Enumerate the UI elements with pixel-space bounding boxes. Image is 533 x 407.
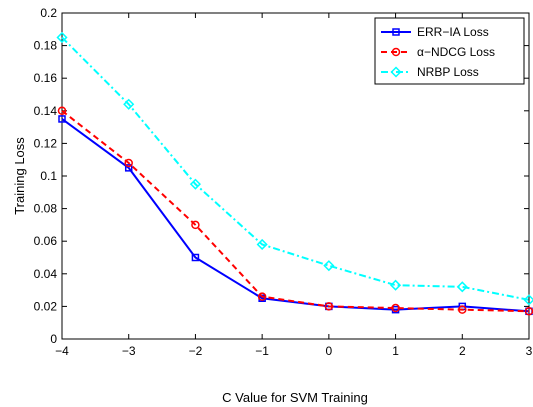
legend-entry: NRBP Loss bbox=[381, 65, 479, 79]
legend-marker bbox=[391, 47, 401, 57]
data-point bbox=[124, 164, 133, 172]
y-tick-label: 0.02 bbox=[34, 299, 58, 313]
data-point bbox=[191, 220, 200, 230]
data-point bbox=[324, 302, 334, 311]
data-point bbox=[189, 178, 201, 190]
series-line bbox=[61, 118, 530, 313]
data-point bbox=[257, 292, 267, 301]
data-point bbox=[391, 303, 400, 313]
series bbox=[56, 31, 533, 306]
y-tick-label: 0.2 bbox=[40, 6, 57, 20]
x-tick-label: −2 bbox=[189, 344, 203, 358]
legend-label: α−NDCG Loss bbox=[417, 45, 495, 59]
data-point bbox=[56, 31, 68, 44]
x-tick-label: 0 bbox=[326, 344, 333, 358]
y-axis-label: Training Loss bbox=[12, 137, 27, 215]
y-tick-label: 0.04 bbox=[34, 267, 58, 281]
y-tick-label: 0.06 bbox=[34, 234, 58, 248]
data-point bbox=[323, 260, 335, 272]
data-point bbox=[456, 281, 468, 293]
y-tick-label: 0 bbox=[50, 332, 57, 346]
data-point bbox=[458, 305, 467, 314]
axis-ticks: −4 −3 −2 −1 0 1 2 3 0 0.02 0.04 0.06 0.08 0.1 0.12 0.14… bbox=[34, 6, 533, 358]
series bbox=[57, 106, 533, 316]
data-point bbox=[523, 294, 533, 306]
data-point bbox=[191, 253, 200, 262]
x-tick-label: −4 bbox=[55, 344, 69, 358]
series-line bbox=[61, 36, 530, 301]
data-point bbox=[57, 106, 67, 116]
y-tick-label: 0.12 bbox=[34, 136, 58, 150]
y-tick-label: 0.1 bbox=[40, 169, 57, 183]
legend-entry: α−NDCG Loss bbox=[381, 45, 495, 59]
data-point bbox=[256, 238, 268, 251]
legend: ERR−IA Loss α−NDCG Loss NRBP Loss bbox=[374, 17, 525, 85]
legend-label: NRBP Loss bbox=[417, 65, 479, 79]
y-tick-label: 0.14 bbox=[34, 104, 58, 118]
x-tick-label: 1 bbox=[392, 344, 399, 358]
legend-entry: ERR−IA Loss bbox=[381, 25, 489, 39]
x-axis-label: C Value for SVM Training bbox=[222, 390, 368, 405]
data-point bbox=[123, 98, 135, 110]
x-tick-label: −1 bbox=[255, 344, 269, 358]
series-layer bbox=[56, 31, 533, 316]
x-tick-label: 3 bbox=[526, 344, 533, 358]
legend-marker bbox=[390, 66, 402, 78]
data-point bbox=[390, 279, 402, 291]
y-tick-label: 0.18 bbox=[34, 39, 58, 53]
x-tick-label: 2 bbox=[459, 344, 466, 358]
data-point bbox=[58, 115, 66, 123]
y-tick-label: 0.08 bbox=[34, 202, 58, 216]
data-point bbox=[124, 158, 133, 168]
x-tick-label: −3 bbox=[122, 344, 136, 358]
series-line bbox=[61, 110, 530, 313]
legend-marker bbox=[392, 28, 400, 36]
y-tick-label: 0.16 bbox=[34, 71, 58, 85]
legend-label: ERR−IA Loss bbox=[417, 25, 489, 39]
